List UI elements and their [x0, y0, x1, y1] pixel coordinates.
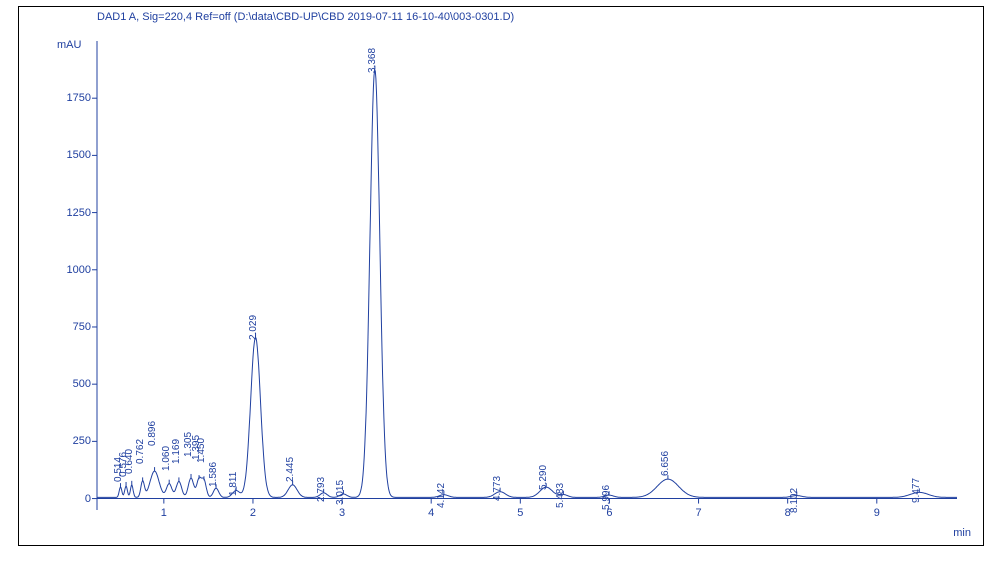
y-tick-label: 1250: [41, 207, 91, 219]
x-tick-label: 7: [684, 507, 714, 519]
x-tick-label: 2: [238, 507, 268, 519]
y-tick-label: 750: [41, 321, 91, 333]
y-tick-label: 1000: [41, 264, 91, 276]
peak-label: 1.811: [228, 471, 239, 495]
peak-label: 1.169: [171, 439, 182, 464]
peak-label: 1.450: [196, 438, 207, 463]
peak-label: 0.640: [124, 449, 135, 474]
peak-label: 2.445: [285, 457, 296, 482]
peak-label: 5.996: [601, 485, 612, 510]
signal-trace: [97, 70, 957, 497]
y-tick-label: 1500: [41, 149, 91, 161]
peak-label: 9.477: [911, 478, 922, 503]
peak-label: 4.142: [436, 483, 447, 508]
y-tick-label: 1750: [41, 92, 91, 104]
x-tick-label: 1: [149, 507, 179, 519]
peak-label: 1.586: [208, 462, 219, 487]
peak-label: 5.483: [555, 483, 566, 508]
y-tick-label: 250: [41, 435, 91, 447]
peak-label: 3.368: [367, 48, 378, 73]
peak-label: 0.896: [147, 421, 158, 446]
peak-label: 4.773: [492, 476, 503, 501]
x-tick-label: 4: [416, 507, 446, 519]
peak-label: 2.029: [248, 315, 259, 340]
x-tick-label: 5: [505, 507, 535, 519]
y-tick-label: 500: [41, 378, 91, 390]
x-tick-label: 9: [862, 507, 892, 519]
peak-label: 5.290: [538, 465, 549, 490]
peak-label: 3.015: [335, 480, 346, 505]
y-tick-label: 0: [41, 493, 91, 505]
x-tick-label: 3: [327, 507, 357, 519]
peak-label: 2.793: [316, 477, 327, 502]
peak-label: 8.102: [789, 488, 800, 513]
peak-label: 0.762: [135, 439, 146, 464]
chart-frame: DAD1 A, Sig=220,4 Ref=off (D:\data\CBD-U…: [18, 6, 984, 546]
peak-label: 6.656: [660, 451, 671, 476]
